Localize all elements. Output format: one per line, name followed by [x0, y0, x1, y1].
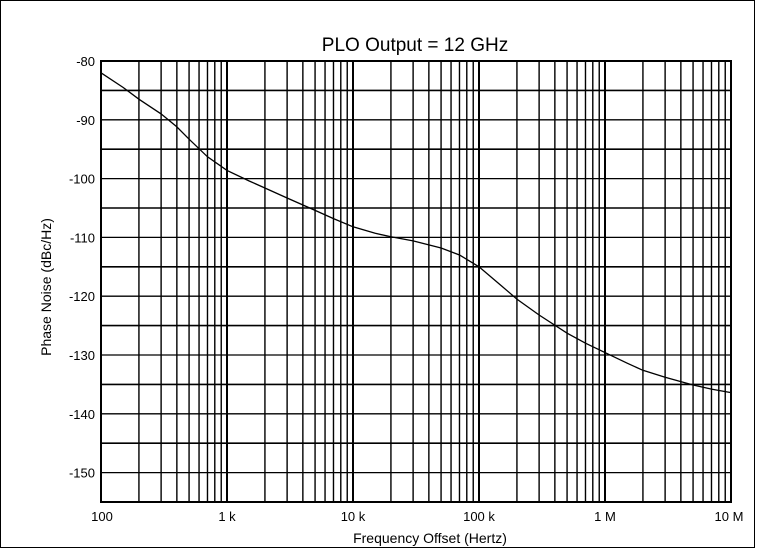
y-tick-label: -150 — [69, 466, 95, 481]
y-tick-label: -100 — [69, 172, 95, 187]
tick-labels: -80 -90 -100 -110 -120 -130 -140 -150 100 1 k 10 k… — [69, 54, 743, 524]
x-tick-label: 10 M — [715, 509, 744, 524]
plot-area — [100, 60, 732, 503]
x-tick-label: 100 — [91, 509, 113, 524]
x-tick-label: 1 k — [218, 509, 236, 524]
grid — [101, 61, 731, 502]
y-tick-label: -120 — [69, 289, 95, 304]
y-tick-label: -90 — [76, 113, 95, 128]
y-tick-label: -110 — [70, 230, 95, 245]
y-axis-label: Phase Noise (dBc/Hz) — [38, 218, 54, 356]
y-tick-label: -130 — [69, 348, 95, 363]
chart-title: PLO Output = 12 GHz — [322, 35, 508, 56]
x-tick-label: 1 M — [594, 509, 616, 524]
y-tick-label: -140 — [69, 407, 95, 422]
x-tick-label: 100 k — [463, 509, 495, 524]
x-tick-label: 10 k — [341, 509, 366, 524]
series-line — [100, 72, 732, 394]
y-tick-label: -80 — [76, 54, 95, 69]
x-axis-label: Frequency Offset (Hertz) — [353, 530, 507, 546]
